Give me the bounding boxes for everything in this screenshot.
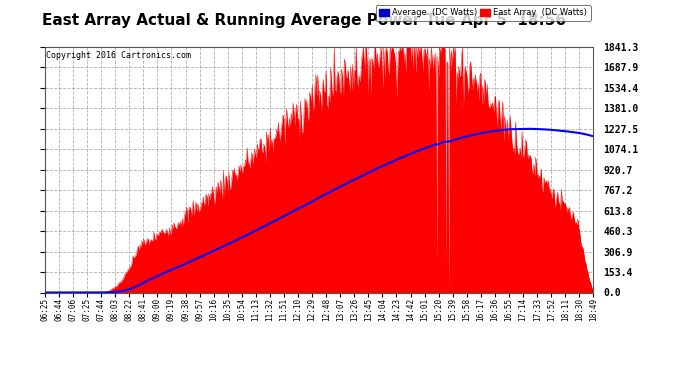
Text: Copyright 2016 Cartronics.com: Copyright 2016 Cartronics.com [46,51,191,60]
Text: East Array Actual & Running Average Power Tue Apr 5  18:56: East Array Actual & Running Average Powe… [41,13,566,28]
Legend: Average  (DC Watts), East Array  (DC Watts): Average (DC Watts), East Array (DC Watts… [375,5,591,21]
